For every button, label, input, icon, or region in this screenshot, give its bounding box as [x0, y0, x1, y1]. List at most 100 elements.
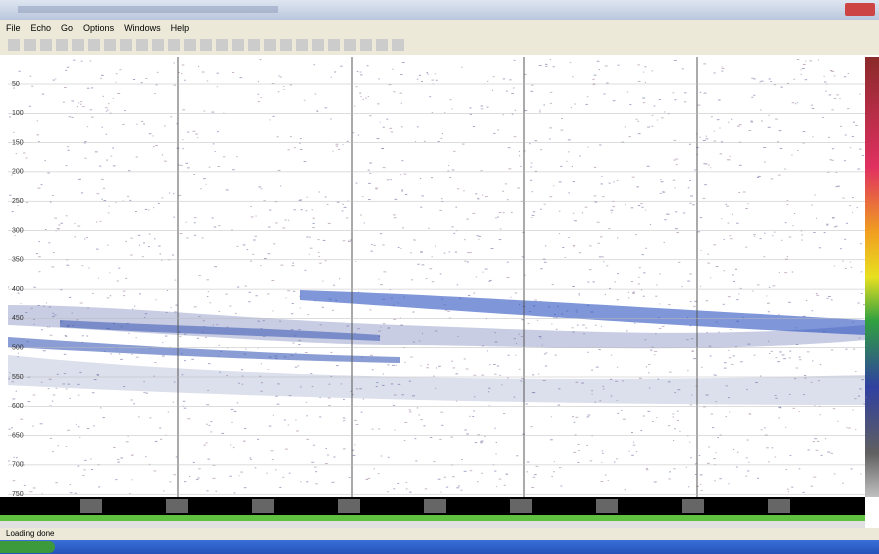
echo-speck: [149, 463, 151, 465]
echo-speck: [145, 456, 147, 458]
echo-speck: [727, 222, 730, 224]
echo-speck: [802, 142, 806, 144]
echo-speck: [544, 63, 548, 65]
echo-speck: [48, 326, 51, 328]
echo-speck: [706, 332, 708, 334]
echo-speck: [243, 440, 245, 442]
echo-speck: [290, 329, 294, 331]
menu-item[interactable]: Echo: [30, 22, 52, 33]
echo-speck: [335, 365, 339, 367]
echo-speck: [52, 316, 55, 318]
echo-speck: [306, 236, 309, 238]
echo-speck: [123, 295, 126, 297]
echo-speck: [472, 415, 475, 417]
echo-speck: [684, 92, 687, 94]
echo-speck: [502, 78, 506, 80]
echo-speck: [711, 427, 715, 429]
echo-speck: [481, 440, 484, 442]
echo-speck: [770, 350, 774, 352]
echo-speck: [514, 109, 517, 111]
echo-speck: [181, 64, 185, 66]
echo-speck: [710, 413, 714, 415]
echo-speck: [515, 343, 518, 345]
echo-speck: [560, 118, 563, 120]
echo-speck: [163, 490, 165, 492]
echo-speck: [745, 475, 748, 477]
echo-speck: [192, 461, 195, 463]
echo-speck: [115, 201, 117, 203]
echo-speck: [514, 292, 518, 294]
echo-speck: [586, 416, 590, 418]
echo-speck: [236, 156, 238, 158]
echo-speck: [322, 280, 324, 282]
echo-speck: [221, 432, 225, 434]
echo-speck: [474, 442, 478, 444]
echo-speck: [467, 252, 470, 254]
menu-item[interactable]: Help: [170, 22, 190, 33]
echo-speck: [240, 471, 244, 473]
echo-speck: [443, 112, 446, 114]
echo-speck: [183, 79, 186, 81]
echo-speck: [768, 302, 770, 304]
echo-speck: [142, 242, 146, 244]
echo-speck: [815, 292, 818, 294]
menu-item[interactable]: Options: [83, 22, 115, 33]
echo-speck: [513, 59, 516, 61]
echo-speck: [814, 194, 816, 196]
menu-item[interactable]: Windows: [124, 22, 161, 33]
echo-speck: [817, 59, 819, 61]
echo-speck: [541, 344, 543, 346]
echo-speck: [165, 312, 168, 314]
echo-speck: [669, 471, 672, 473]
echo-speck: [215, 490, 217, 492]
echo-speck: [212, 477, 216, 479]
echo-speck: [645, 469, 649, 471]
echo-speck: [330, 118, 332, 120]
echo-speck: [270, 450, 274, 452]
echo-speck: [463, 470, 467, 472]
echo-speck: [629, 104, 632, 106]
echo-speck: [105, 111, 108, 113]
echo-speck: [543, 353, 546, 355]
echo-speck: [778, 313, 780, 315]
echo-speck: [534, 299, 538, 301]
echo-speck: [574, 103, 576, 105]
echo-speck: [543, 203, 546, 205]
echo-speck: [504, 183, 507, 185]
echo-speck: [502, 114, 504, 116]
echo-speck: [847, 72, 849, 74]
echo-speck: [707, 262, 710, 264]
echo-speck: [858, 337, 861, 339]
menu-item[interactable]: Go: [61, 22, 74, 33]
echo-speck: [435, 79, 438, 81]
echo-speck: [298, 200, 302, 202]
echo-speck: [408, 380, 411, 382]
echo-speck: [715, 266, 719, 268]
echo-speck: [863, 304, 865, 306]
echo-speck: [367, 169, 370, 171]
echo-speck: [294, 366, 298, 368]
echo-speck: [486, 350, 488, 352]
echo-speck: [214, 150, 216, 152]
echo-speck: [96, 193, 100, 195]
echo-speck: [217, 131, 219, 133]
echo-speck: [689, 441, 691, 443]
echo-speck: [257, 320, 260, 322]
echo-speck: [54, 217, 58, 219]
echo-speck: [668, 478, 671, 480]
echo-speck: [456, 487, 460, 489]
echo-speck: [130, 454, 133, 456]
echo-speck: [695, 133, 698, 135]
echo-speck: [632, 292, 635, 294]
echo-speck: [585, 103, 588, 105]
echo-speck: [608, 182, 611, 184]
echo-speck: [606, 265, 609, 267]
echo-speck: [404, 193, 408, 195]
echo-speck: [380, 326, 382, 328]
echo-speck: [596, 60, 600, 62]
echo-speck: [802, 131, 806, 133]
echo-speck: [795, 103, 797, 105]
echo-speck: [278, 75, 280, 77]
menu-item[interactable]: File: [6, 22, 21, 33]
